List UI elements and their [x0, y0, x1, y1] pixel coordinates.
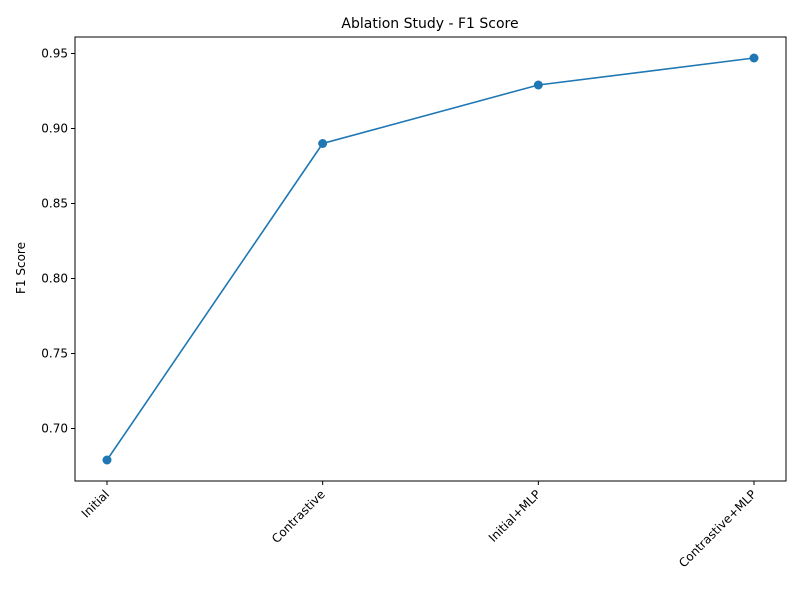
x-tick-label: Initial+MLP: [486, 487, 544, 545]
x-tick-label: Initial: [79, 487, 112, 520]
data-point: [318, 139, 328, 148]
y-tick-label: 0.95: [41, 47, 68, 61]
y-tick-label: 0.75: [41, 347, 68, 361]
plot-area: [74, 36, 787, 482]
series-line: [106, 57, 755, 461]
y-axis-label: F1 Score: [14, 242, 28, 294]
x-axis: Initial Contrastive Initial+MLP Contrastive…: [79, 481, 759, 570]
y-tick-label: 0.80: [41, 272, 68, 286]
data-point: [102, 455, 112, 465]
data-point: [749, 53, 759, 63]
y-tick-label: 0.70: [41, 422, 68, 436]
data-point: [533, 80, 543, 90]
y-tick-label: 0.85: [41, 197, 68, 211]
x-tick-label: Contrastive+MLP: [676, 487, 759, 570]
series-layer: [102, 53, 759, 465]
y-axis: 0.70 0.75 0.80 0.85 0.90 0.95: [41, 47, 75, 436]
chart-title: Ablation Study - F1 Score: [341, 16, 518, 32]
y-tick-label: 0.90: [41, 122, 68, 136]
x-tick-label: Contrastive: [269, 487, 328, 546]
